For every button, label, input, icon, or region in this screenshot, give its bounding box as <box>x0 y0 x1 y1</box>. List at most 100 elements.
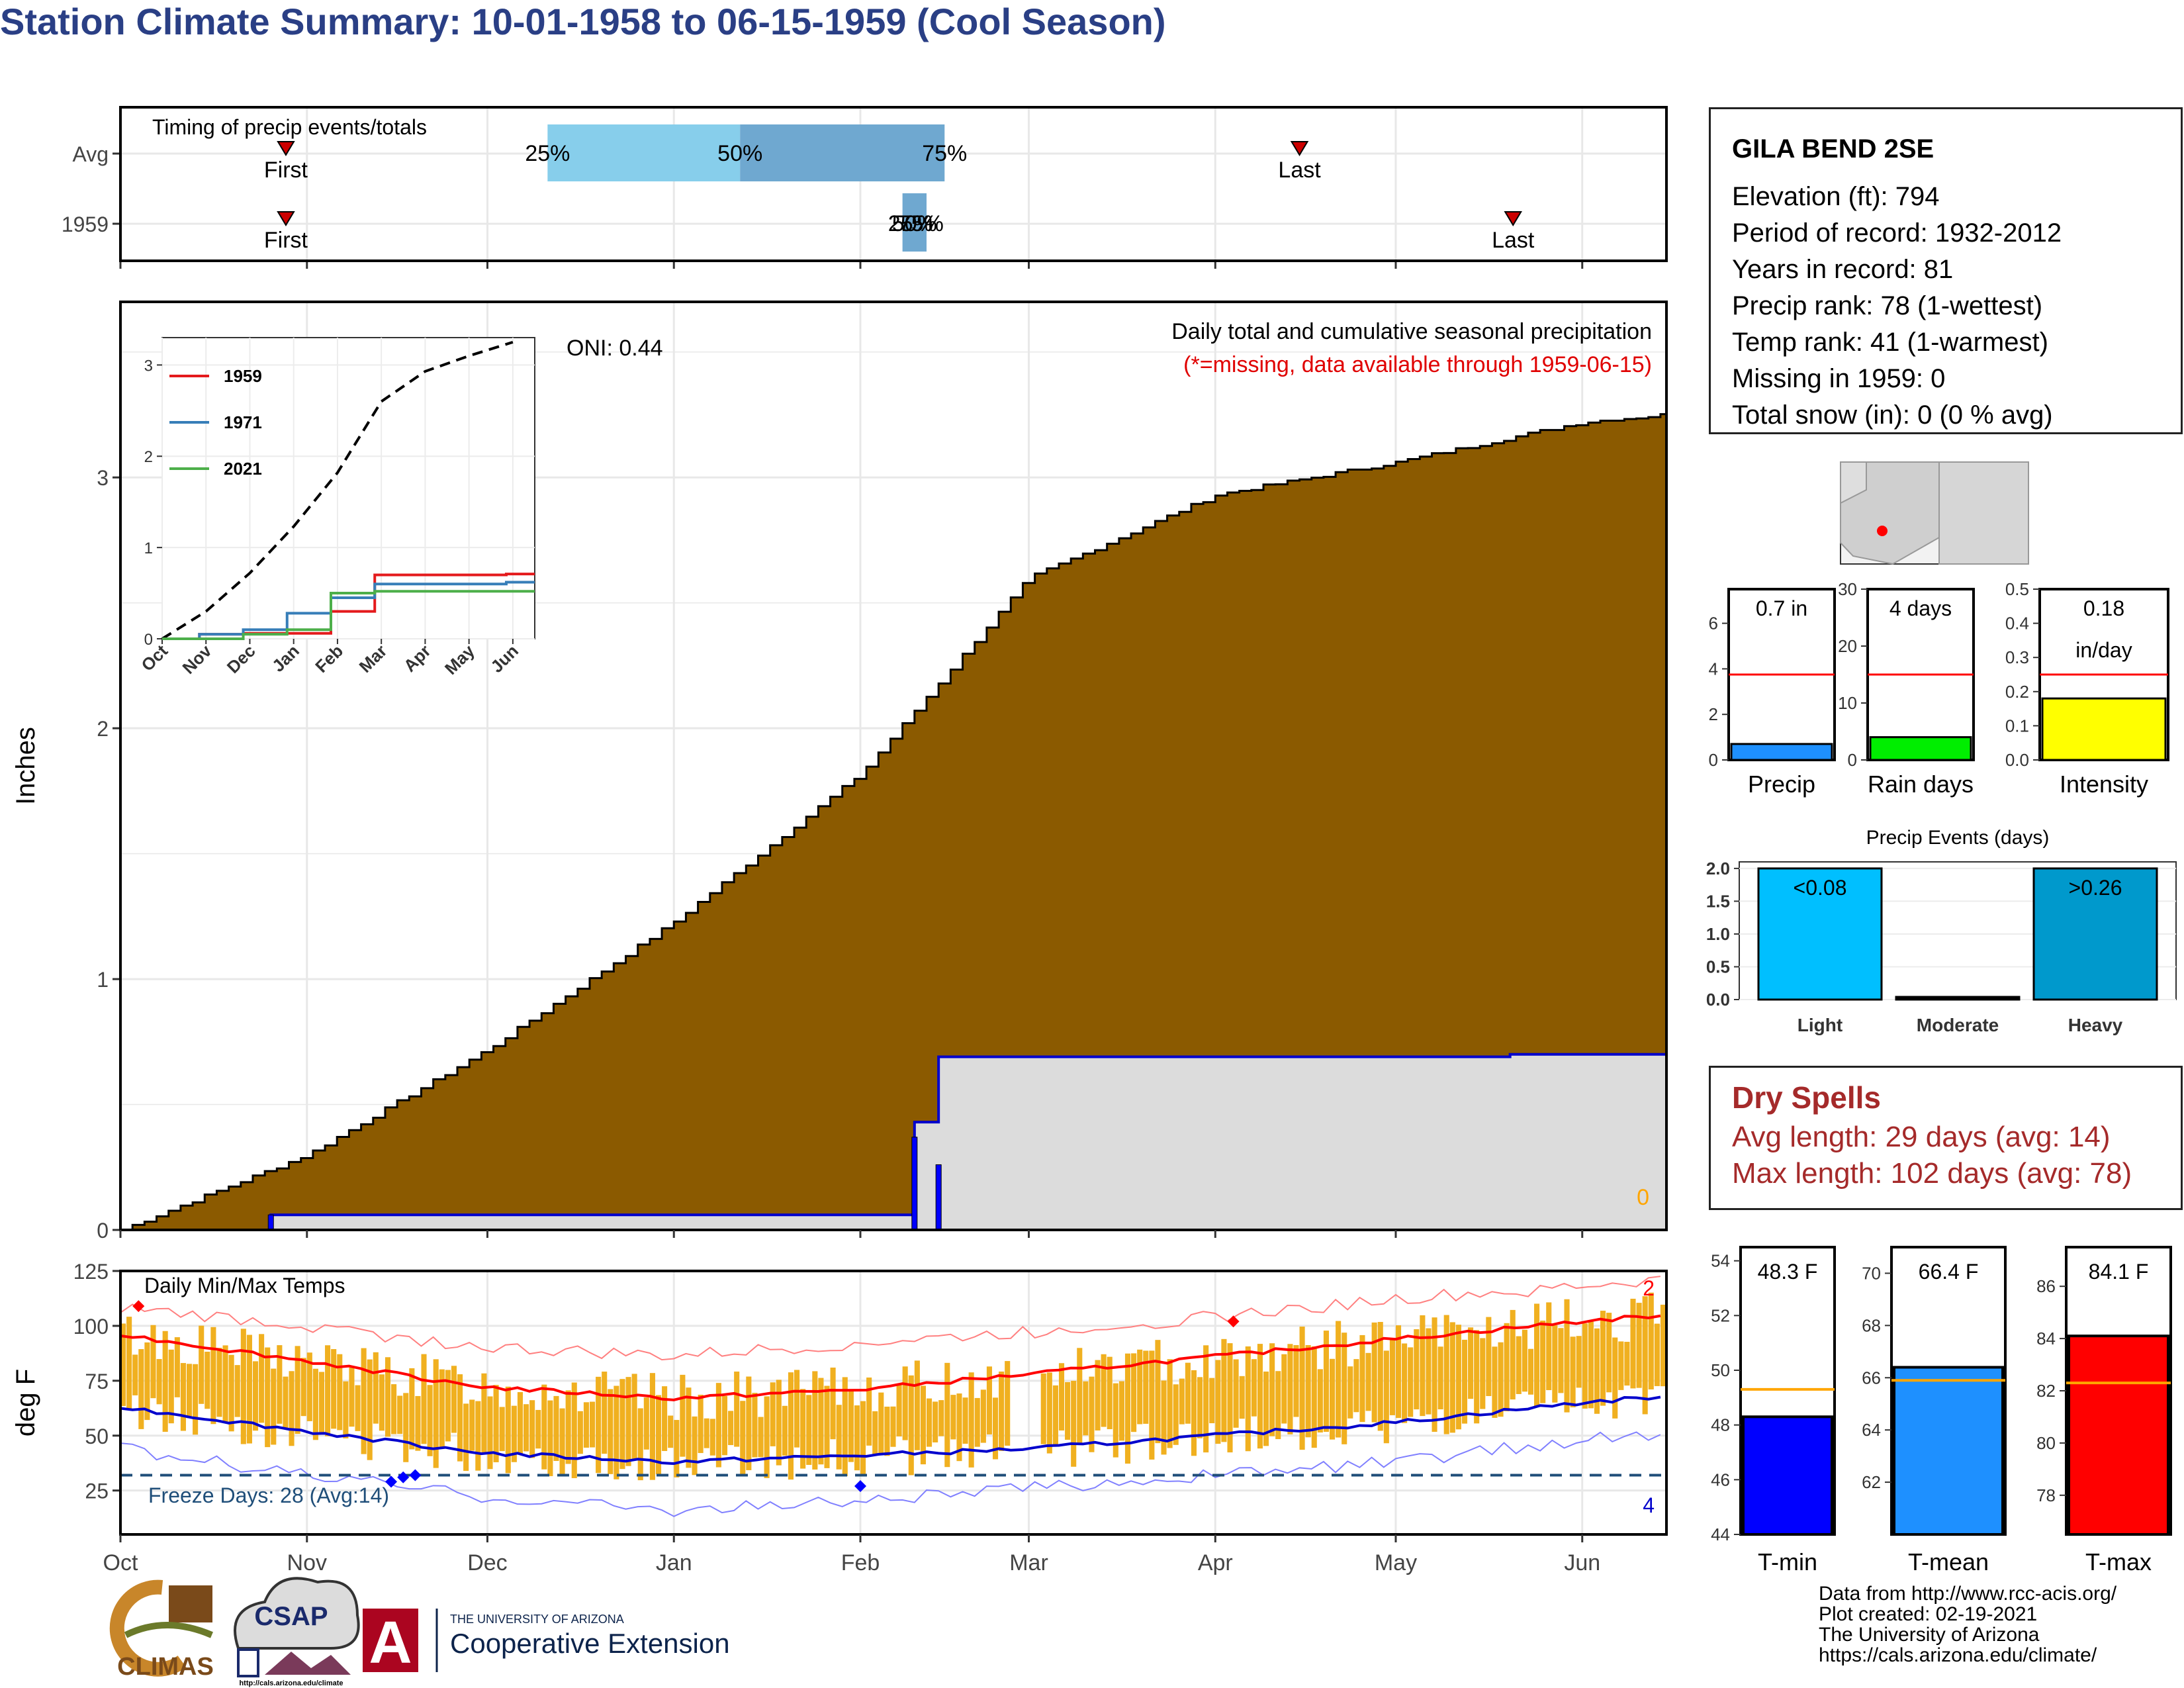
minibar-label-Rain days: Rain days <box>1868 771 1974 798</box>
temp-daily-bar <box>1299 1327 1305 1450</box>
temp-avg-min-line <box>120 1395 1661 1466</box>
temp-daily-bar <box>1227 1343 1233 1453</box>
page-title: Station Climate Summary: 10-01-1958 to 0… <box>0 1 1166 42</box>
temp-daily-bar <box>866 1377 872 1446</box>
temp-daily-bar <box>331 1349 337 1429</box>
temp-daily-bar <box>1534 1303 1540 1407</box>
tempbar-label-T-min: T-min <box>1758 1548 1817 1575</box>
temp-daily-bar <box>1612 1337 1618 1419</box>
temp-daily-bar <box>343 1381 349 1438</box>
temp-daily-bar <box>944 1362 950 1468</box>
temp-daily-bar <box>168 1349 174 1424</box>
precip-y-tick-label: 0 <box>97 1219 109 1243</box>
temp-daily-bar <box>373 1352 379 1424</box>
temp-daily-bar <box>246 1335 252 1444</box>
temp-daily-bar <box>715 1383 721 1468</box>
temp-daily-bar <box>427 1385 433 1456</box>
temp-y-tick-label: 75 <box>85 1370 109 1393</box>
climas-logo-block <box>169 1585 212 1622</box>
ua-logo-bottom-text: Cooperative Extension <box>450 1628 730 1659</box>
temp-daily-bar <box>186 1364 193 1419</box>
temp-daily-bar <box>1215 1360 1221 1444</box>
station-precip-rank: Precip rank: 78 (1-wettest) <box>1732 291 2043 320</box>
temp-daily-bar <box>1546 1302 1552 1391</box>
temp-y-axis-label: deg F <box>11 1369 40 1436</box>
temp-daily-bar <box>1239 1376 1245 1419</box>
temp-daily-bar <box>938 1400 944 1436</box>
temp-daily-bar <box>487 1396 493 1470</box>
timing-1959-first-marker <box>277 211 295 226</box>
temp-daily-bar <box>397 1395 403 1434</box>
temp-daily-bar <box>619 1379 625 1470</box>
temp-daily-bar <box>1005 1361 1011 1446</box>
precip-missing-count: 0 <box>1637 1185 1649 1210</box>
temp-panel: 25 50 75 100 125 Daily Min/Max Temps Freeze Da… <box>11 1260 1668 1536</box>
temp-daily-bar <box>265 1347 271 1448</box>
temp-daily-bar <box>1498 1342 1504 1417</box>
temp-daily-bar <box>890 1406 896 1447</box>
temp-daily-bar <box>692 1416 698 1476</box>
ua-logo-top-text: THE UNIVERSITY OF ARIZONA <box>450 1613 624 1626</box>
temp-daily-bar <box>962 1397 968 1444</box>
temp-daily-bar <box>1371 1322 1377 1423</box>
inset-y-tick-label: 1 <box>144 539 153 557</box>
temp-daily-bar <box>1654 1323 1660 1386</box>
x-axis-month-label: Oct <box>103 1550 138 1575</box>
temp-daily-bar <box>1089 1376 1095 1452</box>
temp-daily-bar <box>216 1348 222 1417</box>
x-axis-month-label: May <box>1375 1550 1417 1575</box>
csap-cloud <box>234 1577 360 1650</box>
temp-daily-bar <box>1311 1346 1317 1448</box>
minibar-y-tick-label: 0.0 <box>2005 750 2029 770</box>
temp-daily-bar <box>842 1377 848 1476</box>
precip-oni: ONI: 0.44 <box>567 336 663 361</box>
temp-daily-bar <box>1414 1329 1420 1410</box>
temp-daily-bar <box>547 1400 553 1476</box>
temp-daily-bar <box>349 1367 355 1427</box>
temp-daily-bar <box>553 1395 559 1462</box>
temp-daily-bar <box>1143 1350 1149 1424</box>
temp-daily-bar <box>956 1393 962 1462</box>
temp-daily-bar <box>475 1401 481 1471</box>
temp-daily-bar <box>156 1359 162 1405</box>
temp-daily-bar <box>409 1368 415 1450</box>
temp-daily-bar <box>1233 1359 1239 1428</box>
csap-url: http://cals.arizona.edu/climate <box>239 1679 343 1687</box>
temp-daily-bar <box>259 1334 265 1423</box>
temp-record-high-marker <box>1227 1315 1240 1328</box>
inset-legend-label: 1971 <box>224 412 262 432</box>
temp-daily-bar <box>1245 1346 1251 1452</box>
temp-daily-bar <box>1083 1381 1089 1436</box>
x-axis-month-label: Mar <box>1009 1550 1048 1575</box>
temp-daily-bar <box>493 1385 499 1462</box>
temp-daily-bar <box>577 1411 583 1454</box>
temp-daily-bar <box>511 1405 517 1462</box>
minibar-value-Intensity <box>2041 697 2167 761</box>
tempbar-y-tick-label: 44 <box>1711 1524 1730 1544</box>
temp-daily-bar <box>312 1368 318 1440</box>
tempbar-y-tick-label: 48 <box>1711 1415 1730 1435</box>
precip-y-tick-label: 3 <box>97 466 109 490</box>
minibar-y-tick-label: 0 <box>1848 750 1857 770</box>
inset-avg-line <box>161 340 514 640</box>
tempbar-value-T-mean <box>1893 1366 2004 1536</box>
temp-daily-bar <box>1251 1359 1257 1417</box>
temp-daily-bar <box>1095 1360 1101 1430</box>
temp-daily-bar <box>830 1367 836 1440</box>
dry-spells-box: Dry Spells Avg length: 29 days (avg: 14)… <box>1709 1066 2183 1210</box>
temp-daily-bar <box>222 1345 228 1423</box>
timing-avg-last-label: Last <box>1278 158 1321 183</box>
temp-daily-bar <box>138 1349 144 1429</box>
temp-record-low-count: 4 <box>1643 1493 1655 1517</box>
x-axis-month-label: Feb <box>841 1550 880 1575</box>
timing-1959-p75: 75% <box>899 211 944 236</box>
minibar-value-label-Rain days: 4 days <box>1889 596 1952 620</box>
climas-logo-text: CLIMAS <box>117 1653 214 1681</box>
temp-daily-bar <box>517 1392 523 1454</box>
credit-data-source: Data from http://www.rcc-acis.org/ <box>1819 1583 2117 1605</box>
temp-daily-bar <box>1149 1350 1155 1460</box>
temp-daily-bar <box>1203 1345 1209 1453</box>
temp-daily-bar <box>1179 1378 1185 1425</box>
temp-daily-bar <box>1461 1339 1468 1424</box>
events-title: Precip Events (days) <box>1866 827 2050 849</box>
